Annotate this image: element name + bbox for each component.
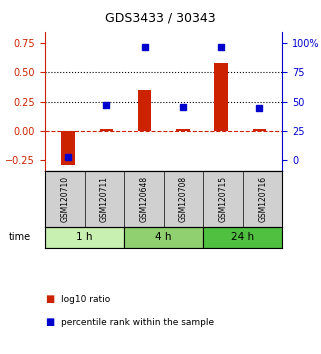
Text: ■: ■	[45, 294, 54, 304]
Bar	[176, 129, 190, 131]
Text: 24 h: 24 h	[231, 232, 255, 242]
Text: time: time	[9, 232, 31, 242]
Bar	[138, 90, 151, 131]
Bar	[214, 63, 228, 131]
Text: 4 h: 4 h	[155, 232, 172, 242]
Bar	[203, 227, 282, 248]
Text: GSM120715: GSM120715	[219, 176, 228, 222]
Text: GSM120710: GSM120710	[60, 176, 69, 222]
Text: percentile rank within the sample: percentile rank within the sample	[61, 318, 214, 327]
Text: GSM120648: GSM120648	[139, 176, 148, 222]
Text: 1 h: 1 h	[76, 232, 93, 242]
Bar	[100, 129, 113, 131]
Bar	[61, 131, 74, 165]
Text: log10 ratio: log10 ratio	[61, 295, 110, 304]
Text: ■: ■	[45, 317, 54, 327]
Text: GDS3433 / 30343: GDS3433 / 30343	[105, 12, 216, 25]
Bar	[124, 227, 203, 248]
Text: GSM120708: GSM120708	[179, 176, 188, 222]
Bar	[253, 129, 266, 131]
Bar	[45, 227, 124, 248]
Text: GSM120711: GSM120711	[100, 176, 109, 222]
Text: GSM120716: GSM120716	[258, 176, 267, 222]
